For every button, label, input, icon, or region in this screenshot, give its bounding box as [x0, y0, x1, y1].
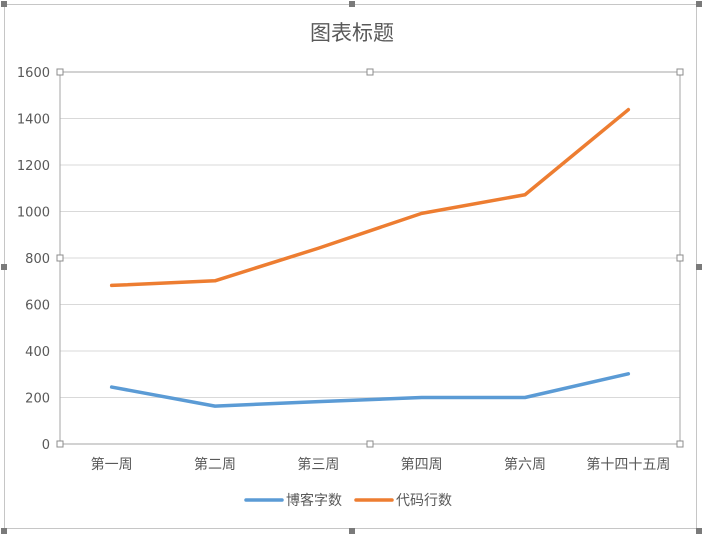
frame-resize-handle-right[interactable] — [696, 264, 702, 270]
y-tick-label: 1600 — [17, 66, 50, 81]
plot-resize-handle[interactable] — [56, 68, 64, 76]
y-axis: 0 200 400 600 800 1000 1200 1400 1600 — [17, 66, 50, 453]
plot-area-handles — [56, 68, 684, 448]
plot-resize-handle[interactable] — [56, 440, 64, 448]
frame-resize-handle-tr[interactable] — [696, 1, 702, 7]
x-tick-label: 第六周 — [504, 456, 546, 473]
legend-label-2: 代码行数 — [396, 493, 452, 509]
plot-resize-handle[interactable] — [676, 440, 684, 448]
frame-resize-handle-left[interactable] — [1, 264, 7, 270]
y-tick-label: 400 — [25, 345, 50, 360]
y-tick-label: 800 — [25, 252, 50, 267]
series-line-1[interactable] — [109, 372, 631, 408]
y-tick-label: 1000 — [17, 206, 50, 221]
x-tick-label: 第一周 — [91, 456, 133, 473]
chart-frame[interactable] — [4, 4, 697, 529]
series-lines — [109, 107, 631, 408]
plot-resize-handle[interactable] — [366, 68, 374, 76]
y-tick-label: 1400 — [17, 113, 50, 128]
y-tick-label: 1200 — [17, 159, 50, 174]
gridlines — [60, 71, 680, 445]
y-tick-label: 0 — [42, 438, 50, 453]
legend[interactable]: 博客字数 代码行数 — [244, 492, 452, 509]
plot-resize-handle[interactable] — [676, 254, 684, 262]
plot-resize-handle[interactable] — [366, 440, 374, 448]
plot-resize-handle[interactable] — [676, 68, 684, 76]
series-line-2[interactable] — [109, 107, 631, 288]
y-tick-label: 600 — [25, 299, 50, 314]
plot-resize-handle[interactable] — [56, 254, 64, 262]
frame-resize-handle-br[interactable] — [696, 528, 702, 534]
x-tick-label: 第四周 — [401, 456, 443, 473]
frame-resize-handle-tl[interactable] — [1, 1, 7, 7]
x-axis: 第一周 第二周 第三周 第四周 第六周 第十四十五周 — [91, 456, 671, 473]
y-tick-label: 200 — [25, 392, 50, 407]
x-tick-label: 第十四十五周 — [586, 456, 670, 473]
frame-resize-handle-bl[interactable] — [1, 528, 7, 534]
chart-title[interactable]: 图表标题 — [310, 21, 394, 45]
legend-label-1: 博客字数 — [286, 492, 342, 509]
x-tick-label: 第二周 — [194, 456, 236, 473]
x-tick-label: 第三周 — [297, 456, 339, 473]
frame-resize-handle-top[interactable] — [349, 1, 355, 7]
frame-resize-handle-bottom[interactable] — [349, 528, 355, 534]
